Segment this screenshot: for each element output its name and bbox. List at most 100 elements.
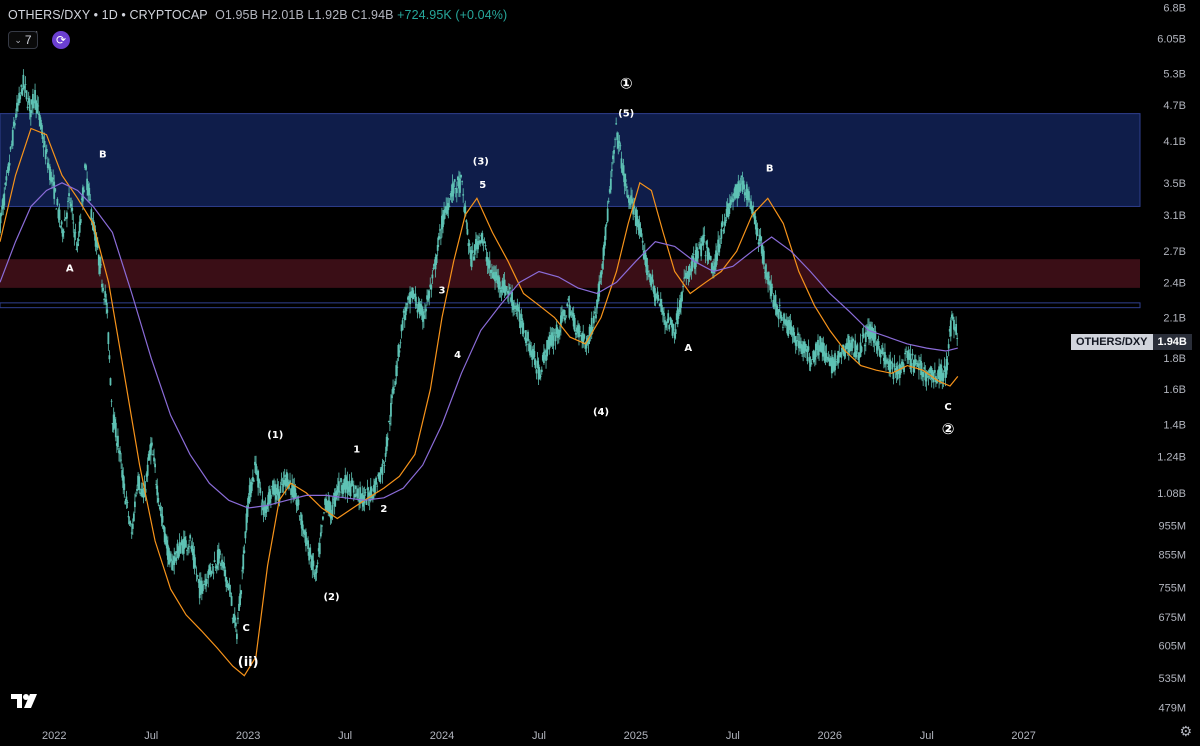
candle-body [473,244,476,255]
sync-icon[interactable]: ⟳ [52,31,70,49]
candle-body [621,168,624,174]
symbol-title[interactable]: OTHERS/DXY • 1D • CRYPTOCAP [8,8,208,22]
candle-body [448,205,451,208]
candle-body [4,182,7,185]
candle-body [68,193,70,197]
candle-body [51,177,53,182]
candle-body [600,270,603,278]
candle-body [943,365,946,368]
candle-body [109,378,112,386]
candle-body [445,205,448,211]
candle-body [580,334,583,337]
candle-body [279,486,282,493]
candle-body [309,547,312,558]
candle-body [26,106,29,109]
candle-body [15,114,17,118]
candle-body [459,178,461,193]
candle-body [735,184,738,194]
candle-body [95,239,98,248]
candle-body [636,216,639,224]
candle-body [438,229,441,231]
candle-body [107,332,110,345]
wave-label: (2) [323,592,339,603]
candle-body [655,296,658,298]
candle-body [480,234,483,237]
candle-body [349,485,352,497]
candle-body [478,237,481,239]
candle-body [224,569,227,577]
candle-body [138,476,141,491]
candle-body [393,388,396,390]
candle-body [691,256,694,268]
candle-body [812,350,815,362]
candle-body [728,202,731,208]
candle-body [419,304,422,315]
candle-body [144,488,147,493]
candle-body [339,491,341,493]
candle-body [817,339,819,356]
candle-body [649,273,652,283]
candle-body [640,233,643,238]
candle-body [327,500,330,512]
candle-body [6,169,9,171]
candle-body [767,272,769,285]
candle-body [573,317,576,332]
candle-body [534,359,537,368]
candle-body [197,579,200,583]
candle-body [633,205,636,209]
candle-body [325,498,328,511]
candle-body [607,201,610,202]
candle-body [553,332,556,334]
candle-body [626,195,629,199]
candle-body [10,144,13,146]
candle-body [455,188,458,194]
candle-body [351,484,354,486]
candle-body [405,303,408,305]
candle-body [705,241,708,245]
candle-body [618,141,621,144]
candle-body [123,483,126,490]
candle-body [493,272,495,280]
candle-body [799,341,801,349]
candle-body [709,255,712,261]
candle-body [616,132,619,141]
candle-body [830,358,833,374]
candle-body [924,372,927,381]
candle-body [503,279,506,294]
candle-body [286,479,289,488]
candle-body [940,364,943,381]
candle-body [191,545,194,552]
candle-body [688,265,691,278]
candle-body [624,179,627,183]
candle-body [115,443,118,446]
candle-body [554,335,557,342]
candle-body [63,219,66,221]
candle-body [548,337,551,350]
candle-body [164,536,167,545]
candle-body [318,543,321,555]
candle-body [244,531,247,539]
candle-body [854,340,857,357]
candle-body [12,121,15,127]
indicators-toggle-button[interactable]: ⌄ 7 [8,31,38,49]
candle-body [56,199,59,206]
candle-body [862,333,865,338]
candle-body [584,342,587,349]
candle-body [210,570,213,575]
candle-body [526,343,528,345]
candle-body [17,103,19,106]
candle-body [446,206,449,214]
candle-body [261,499,264,503]
candle-body [371,494,374,499]
candle-body [366,487,369,491]
gear-icon[interactable]: ⚙ [1179,723,1192,739]
candle-body [605,224,608,226]
candle-body [180,540,183,546]
candle-body [581,333,584,341]
candle-body [558,330,561,333]
resistance-zone-blue [0,113,1141,207]
candle-body [847,335,850,353]
candle-body [714,262,716,272]
candle-body [273,487,275,494]
